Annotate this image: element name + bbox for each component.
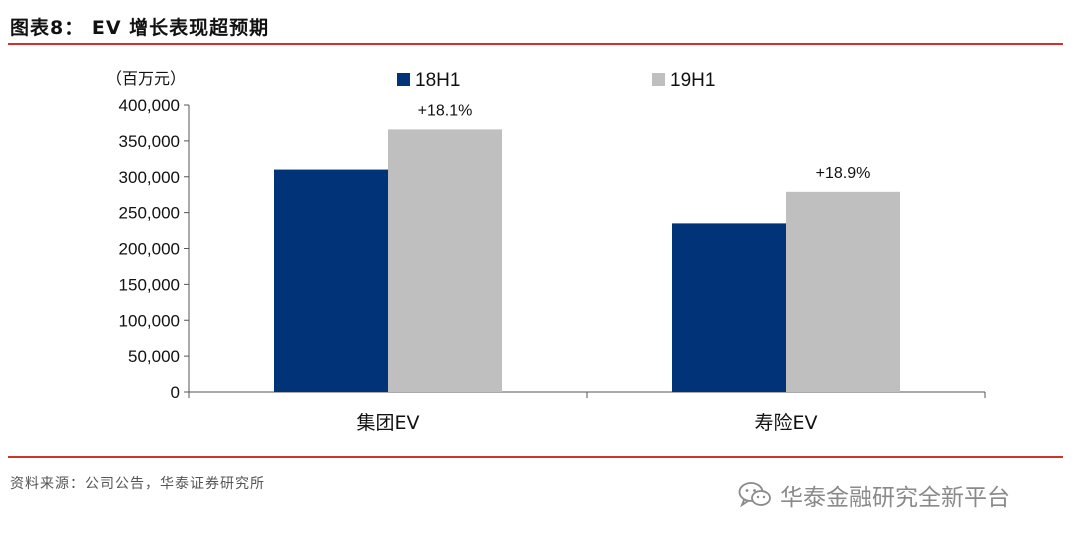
y-unit-label: （百万元）	[106, 69, 186, 88]
legend-swatch-18H1	[397, 73, 410, 86]
y-tick-label: 100,000	[119, 311, 180, 330]
footer-divider	[8, 456, 1063, 458]
growth-annotation: +18.1%	[418, 102, 473, 119]
wechat-icon	[738, 482, 771, 508]
watermark: 华泰金融研究全新平台	[738, 478, 1010, 512]
bar-18H1	[672, 223, 786, 392]
growth-annotation: +18.9%	[816, 165, 871, 182]
legend-label-18H1: 18H1	[415, 70, 460, 91]
watermark-text: 华泰金融研究全新平台	[780, 485, 1010, 511]
page-title: 图表8： EV 增长表现超预期	[10, 17, 270, 39]
y-tick-label: 300,000	[119, 168, 180, 187]
x-category-label: 寿险EV	[754, 412, 817, 434]
bar-19H1	[786, 191, 900, 392]
legend-swatch-19H1	[652, 73, 665, 86]
y-tick-label: 250,000	[119, 204, 180, 223]
legend-label-19H1: 19H1	[670, 70, 715, 91]
y-tick-label: 0	[171, 383, 180, 402]
bar-chart: （百万元） 0 50,000 100,000 150,000 200,000 250,000…	[106, 69, 986, 434]
x-category-label: 集团EV	[356, 412, 419, 434]
y-tick-label: 50,000	[128, 347, 180, 366]
header-divider	[8, 43, 1063, 45]
source-note: 资料来源：公司公告，华泰证券研究所	[10, 476, 265, 492]
y-tick-label: 150,000	[119, 275, 180, 294]
y-tick-label: 400,000	[119, 96, 180, 115]
bar-18H1	[274, 169, 388, 392]
y-tick-label: 200,000	[119, 240, 180, 259]
y-tick-label: 350,000	[119, 132, 180, 151]
bar-19H1	[388, 129, 502, 392]
